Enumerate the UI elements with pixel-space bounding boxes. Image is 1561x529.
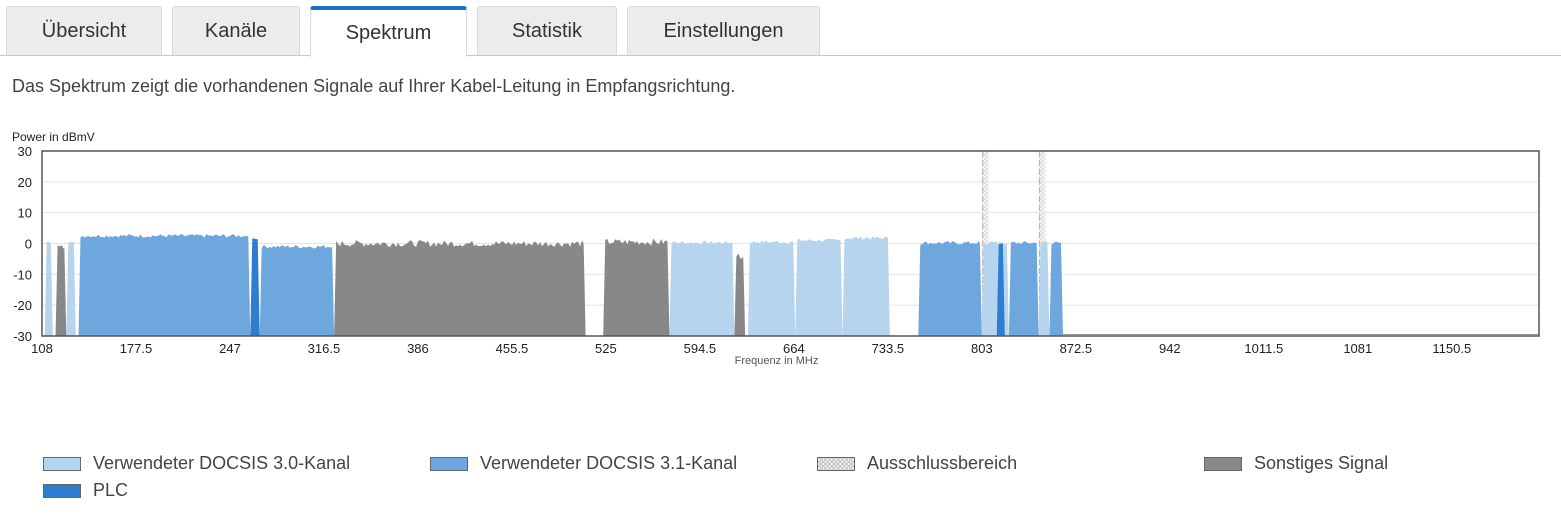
tab-uebersicht[interactable]: Übersicht: [6, 6, 162, 55]
docsis30-band: [44, 241, 53, 336]
other-signal-band: [734, 253, 746, 336]
plc-band: [250, 238, 260, 336]
y-tick-label: -30: [13, 329, 32, 344]
legend-plc: PLC: [43, 480, 128, 501]
legend-swatch-docsis30: [43, 456, 81, 471]
legend-label-plc: PLC: [93, 480, 129, 500]
page-description: Das Spektrum zeigt die vorhandenen Signa…: [12, 76, 736, 96]
docsis31-band: [78, 233, 251, 336]
y-tick-label: 30: [18, 144, 32, 159]
legend-label-other-signal: Sonstiges Signal: [1254, 453, 1389, 473]
x-tick-label: 386: [407, 341, 429, 355]
docsis30-band: [795, 238, 843, 336]
docsis31-band: [1049, 241, 1063, 336]
legend-swatch-docsis31: [430, 456, 468, 471]
docsis31-band: [1008, 241, 1039, 336]
x-tick-label: 733.5: [872, 341, 905, 355]
x-tick-label: 803: [971, 341, 993, 355]
tab-einstellungen[interactable]: Einstellungen: [627, 6, 820, 55]
x-tick-label: 594.5: [684, 341, 717, 355]
x-tick-label: 1081: [1343, 341, 1372, 355]
y-tick-label: 10: [18, 206, 32, 221]
legend-other-signal: Sonstiges Signal: [1204, 453, 1388, 474]
x-tick-label: 525: [595, 341, 617, 355]
exclusion-zone: [981, 151, 989, 336]
x-tick-label: 1150.5: [1432, 341, 1471, 355]
legend-label-docsis30: Verwendeter DOCSIS 3.0-Kanal: [93, 453, 351, 473]
docsis30-band: [669, 240, 735, 336]
x-tick-label: 664: [783, 341, 805, 355]
legend-exclusion: Ausschlussbereich: [817, 453, 1017, 474]
legend-label-exclusion: Ausschlussbereich: [867, 453, 1018, 473]
x-tick-label: 1011.5: [1244, 341, 1283, 355]
plc-band: [996, 242, 1005, 336]
x-tick-label: 942: [1159, 341, 1181, 355]
legend-swatch-plc: [43, 483, 81, 498]
docsis31-band: [918, 241, 982, 336]
tab-statistik[interactable]: Statistik: [477, 6, 617, 55]
docsis30-band: [981, 241, 1009, 336]
x-axis-label: Frequenz in MHz: [734, 355, 819, 367]
tab-bar: Übersicht Kanäle Spektrum Statistik Eins…: [0, 0, 1561, 57]
tab-spektrum[interactable]: Spektrum: [310, 6, 467, 57]
other-signal-band: [55, 245, 67, 336]
x-tick-label: 108: [31, 341, 53, 355]
docsis31-band: [259, 244, 335, 336]
y-tick-label: 20: [18, 175, 32, 190]
legend-swatch-other-signal: [1204, 456, 1242, 471]
y-tick-label: 0: [25, 237, 32, 252]
legend-swatch-exclusion: [817, 456, 855, 471]
legend-docsis31: Verwendeter DOCSIS 3.1-Kanal: [430, 453, 737, 474]
x-tick-label: 872.5: [1060, 341, 1093, 355]
plot-frame: [41, 150, 1540, 337]
y-axis-label: Power in dBmV: [12, 130, 95, 144]
docsis30-band: [66, 241, 76, 336]
y-tick-label: -10: [13, 267, 32, 282]
x-tick-label: 247: [219, 341, 241, 355]
tab-divider: [0, 55, 1561, 56]
docsis30-band: [842, 236, 890, 336]
legend-docsis30: Verwendeter DOCSIS 3.0-Kanal: [43, 453, 350, 474]
tab-kanaele[interactable]: Kanäle: [172, 6, 300, 55]
docsis30-band: [1038, 241, 1050, 336]
x-tick-label: 177.5: [120, 341, 153, 355]
x-tick-label: 455.5: [496, 341, 529, 355]
other-signal-band: [334, 240, 586, 336]
y-tick-label: -20: [13, 298, 32, 313]
legend-label-docsis31: Verwendeter DOCSIS 3.1-Kanal: [480, 453, 738, 473]
docsis30-band: [747, 240, 796, 336]
x-tick-label: 316.5: [308, 341, 341, 355]
other-signal-band: [603, 238, 670, 336]
